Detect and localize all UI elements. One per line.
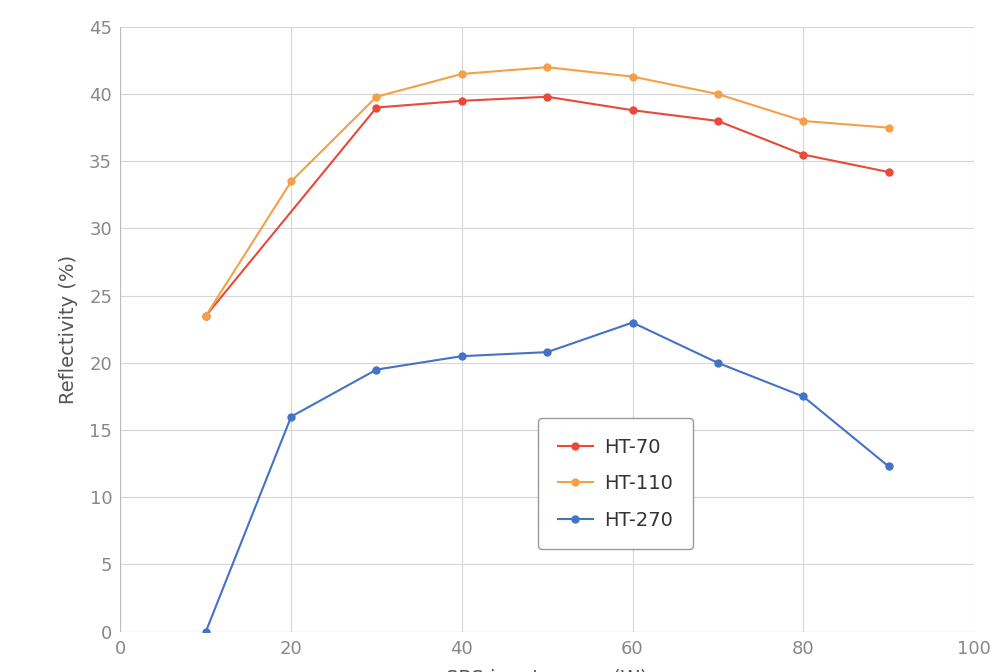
HT-110 — [200, 312, 212, 320]
HT-270 — [285, 413, 297, 421]
Line: HT-70: HT-70 — [203, 93, 891, 319]
HT-70 — [200, 312, 212, 320]
HT-110 — [796, 117, 808, 125]
HT-70 — [796, 151, 808, 159]
HT-70 — [626, 106, 638, 114]
HT-270 — [626, 319, 638, 327]
HT-70 — [541, 93, 553, 101]
Line: HT-270: HT-270 — [203, 319, 891, 635]
HT-270 — [370, 366, 382, 374]
HT-70 — [455, 97, 467, 105]
HT-70 — [370, 103, 382, 112]
Y-axis label: Reflectivity (%): Reflectivity (%) — [59, 255, 78, 404]
HT-110 — [882, 124, 894, 132]
HT-110 — [285, 177, 297, 185]
HT-270 — [711, 359, 723, 367]
HT-270 — [882, 462, 894, 470]
HT-110 — [370, 93, 382, 101]
HT-110 — [711, 90, 723, 98]
HT-70 — [711, 117, 723, 125]
HT-270 — [541, 348, 553, 356]
HT-70 — [882, 168, 894, 176]
Legend: HT-70, HT-110, HT-270: HT-70, HT-110, HT-270 — [538, 419, 692, 550]
HT-270 — [796, 392, 808, 401]
Line: HT-110: HT-110 — [203, 64, 891, 319]
HT-270 — [200, 628, 212, 636]
HT-110 — [626, 73, 638, 81]
HT-270 — [455, 352, 467, 360]
X-axis label: SBS input power (W): SBS input power (W) — [446, 669, 647, 672]
HT-110 — [541, 63, 553, 71]
HT-110 — [455, 70, 467, 78]
